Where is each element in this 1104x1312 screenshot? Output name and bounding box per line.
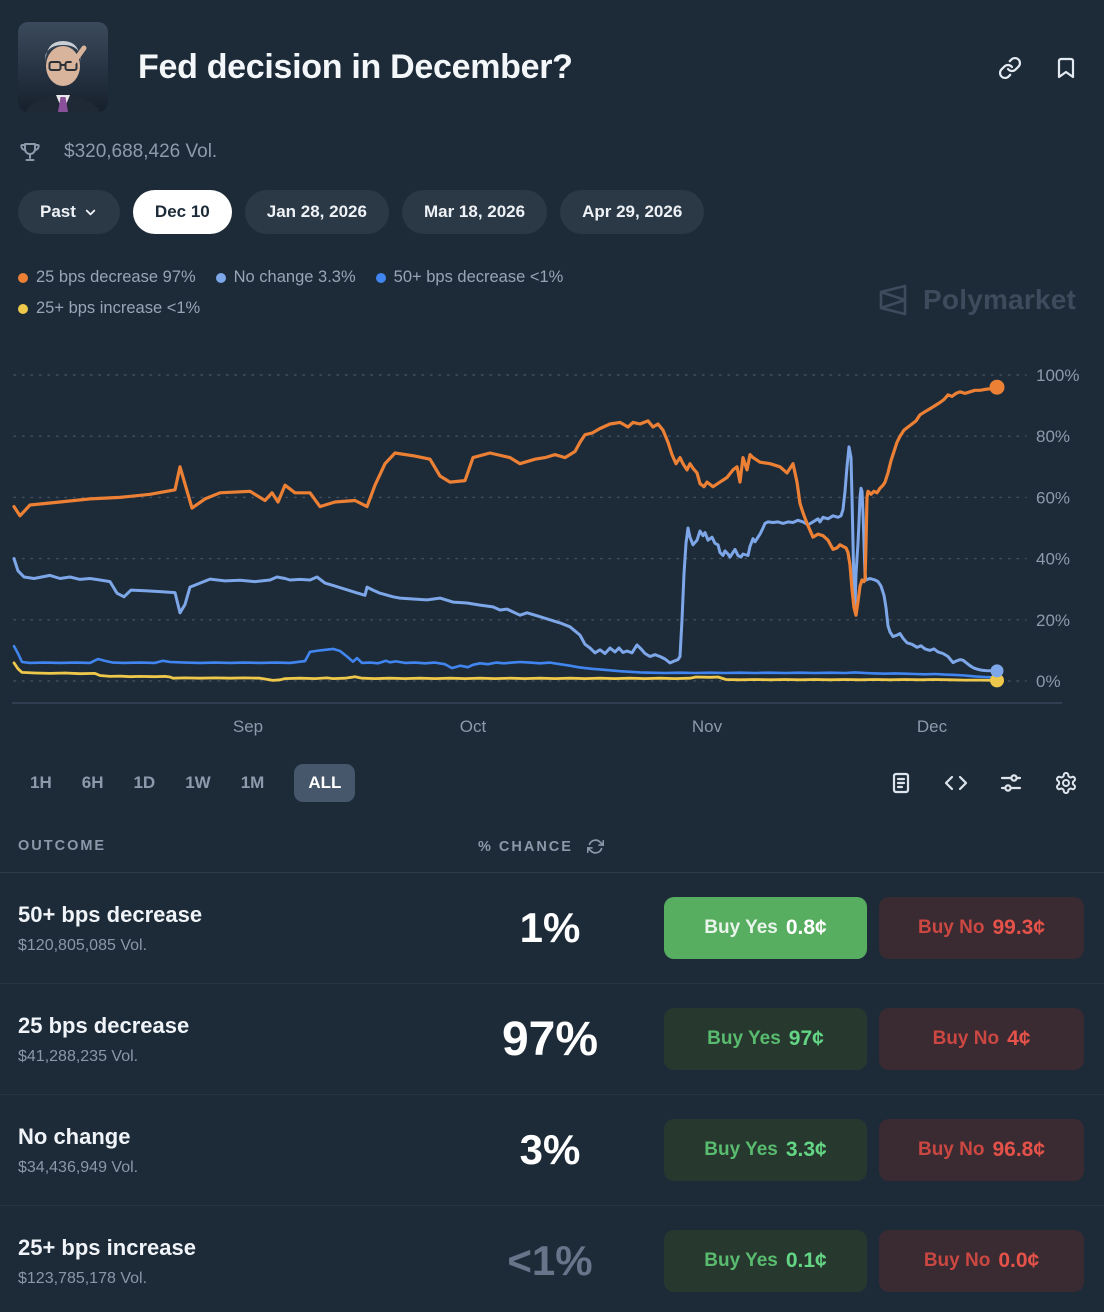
date-tabs: Past Dec 10 Jan 28, 2026 Mar 18, 2026 Ap… (18, 190, 705, 234)
buy-yes-button[interactable]: Buy Yes 97¢ (664, 1008, 867, 1070)
tab-dec-10[interactable]: Dec 10 (132, 190, 232, 234)
tab-mar-18-2026[interactable]: Mar 18, 2026 (401, 190, 548, 234)
svg-text:Dec: Dec (917, 717, 948, 736)
powell-portrait (18, 22, 108, 112)
buy-no-button[interactable]: Buy No 99.3¢ (879, 897, 1084, 959)
outcome-volume: $34,436,949 Vol. (18, 1158, 139, 1176)
legend-dot-lightblue (215, 272, 226, 283)
refresh-icon[interactable] (586, 838, 604, 855)
outcome-name: 25+ bps increase (18, 1234, 196, 1260)
svg-text:80%: 80% (1036, 427, 1070, 446)
outcome-volume: $120,805,085 Vol. (18, 936, 148, 954)
svg-text:40%: 40% (1036, 550, 1070, 569)
price-chart[interactable]: 100% 80% 60% 40% 20% 0% Sep Oct Nov Dec (0, 355, 1104, 745)
timeframe-6h[interactable]: 6H (81, 773, 104, 792)
link-icon[interactable] (998, 56, 1022, 80)
legend-dot-yellow (18, 303, 28, 314)
chance-value: <1% (507, 1237, 593, 1284)
tab-jan-28-2026[interactable]: Jan 28, 2026 (244, 190, 389, 234)
column-header-outcome: OUTCOME (18, 838, 107, 854)
timeframe-1w[interactable]: 1W (185, 773, 211, 792)
outcome-volume: $41,288,235 Vol. (18, 1047, 139, 1065)
code-icon[interactable] (944, 771, 968, 795)
svg-text:Nov: Nov (692, 717, 723, 736)
buy-no-button[interactable]: Buy No 0.0¢ (879, 1230, 1084, 1292)
buy-yes-button[interactable]: Buy Yes 0.1¢ (664, 1230, 867, 1292)
market-volume: $320,688,426 Vol. (64, 141, 218, 162)
market-avatar (18, 22, 108, 112)
timeframe-1h[interactable]: 1H (30, 773, 52, 792)
svg-text:Sep: Sep (233, 717, 263, 736)
chance-value: 97% (501, 1012, 599, 1066)
legend-dot-orange (18, 272, 28, 283)
timeframe-buttons: 1H 6H 1D 1W 1M ALL (30, 764, 356, 802)
timeframe-1d[interactable]: 1D (133, 773, 156, 792)
svg-text:100%: 100% (1036, 366, 1079, 385)
legend-item-no-change: No change 3.3% (215, 268, 356, 287)
legend-item-25bps-decrease: 25 bps decrease 97% (18, 268, 196, 287)
outcomes-table: OUTCOME % CHANCE 50+ bps decrease $120,8… (0, 830, 1104, 1312)
table-row-25bps-decrease: 25 bps decrease $41,288,235 Vol. 97% Buy… (0, 984, 1104, 1095)
svg-text:60%: 60% (1036, 488, 1070, 507)
chance-value: 3% (519, 1126, 581, 1173)
buy-yes-button[interactable]: Buy Yes 3.3¢ (664, 1119, 867, 1181)
chart-legend: 25 bps decrease 97% No change 3.3% 50+ b… (18, 268, 563, 318)
svg-text:0%: 0% (1036, 672, 1061, 691)
chevron-down-icon (85, 209, 96, 215)
buy-no-button[interactable]: Buy No 96.8¢ (879, 1119, 1084, 1181)
table-row-no-change: No change $34,436,949 Vol. 3% Buy Yes 3.… (0, 1095, 1104, 1206)
outcome-name: 25 bps decrease (18, 1012, 190, 1038)
table-row-50bps-decrease: 50+ bps decrease $120,805,085 Vol. 1% Bu… (0, 873, 1104, 984)
outcome-name: No change (18, 1123, 131, 1149)
chance-value: 1% (519, 904, 581, 951)
column-header-chance: % CHANCE (478, 838, 573, 855)
buy-yes-button[interactable]: Buy Yes 0.8¢ (664, 897, 867, 959)
timeframe-all[interactable]: ALL (294, 764, 356, 802)
sliders-icon[interactable] (999, 771, 1023, 795)
polymarket-logo-icon (879, 284, 907, 316)
page-title: Fed decision in December? (138, 48, 573, 86)
bookmark-icon[interactable] (1054, 56, 1078, 80)
tab-past[interactable]: Past (18, 190, 120, 234)
gear-icon[interactable] (1054, 771, 1078, 795)
legend-item-50bps-decrease: 50+ bps decrease <1% (375, 268, 563, 287)
outcome-name: 50+ bps decrease (18, 901, 203, 927)
table-row-25bps-increase: 25+ bps increase $123,785,178 Vol. <1% B… (0, 1206, 1104, 1312)
svg-text:Oct: Oct (460, 717, 487, 736)
buy-no-button[interactable]: Buy No 4¢ (879, 1008, 1084, 1070)
timeframe-1m[interactable]: 1M (240, 773, 265, 792)
tab-apr-29-2026[interactable]: Apr 29, 2026 (560, 190, 705, 234)
outcome-volume: $123,785,178 Vol. (18, 1269, 148, 1287)
polymarket-watermark: Polymarket (875, 282, 1076, 318)
news-icon[interactable] (889, 771, 913, 795)
legend-item-25bps-increase: 25+ bps increase <1% (18, 299, 200, 318)
trophy-icon (20, 143, 40, 161)
legend-dot-blue (375, 272, 386, 283)
svg-text:20%: 20% (1036, 611, 1070, 630)
